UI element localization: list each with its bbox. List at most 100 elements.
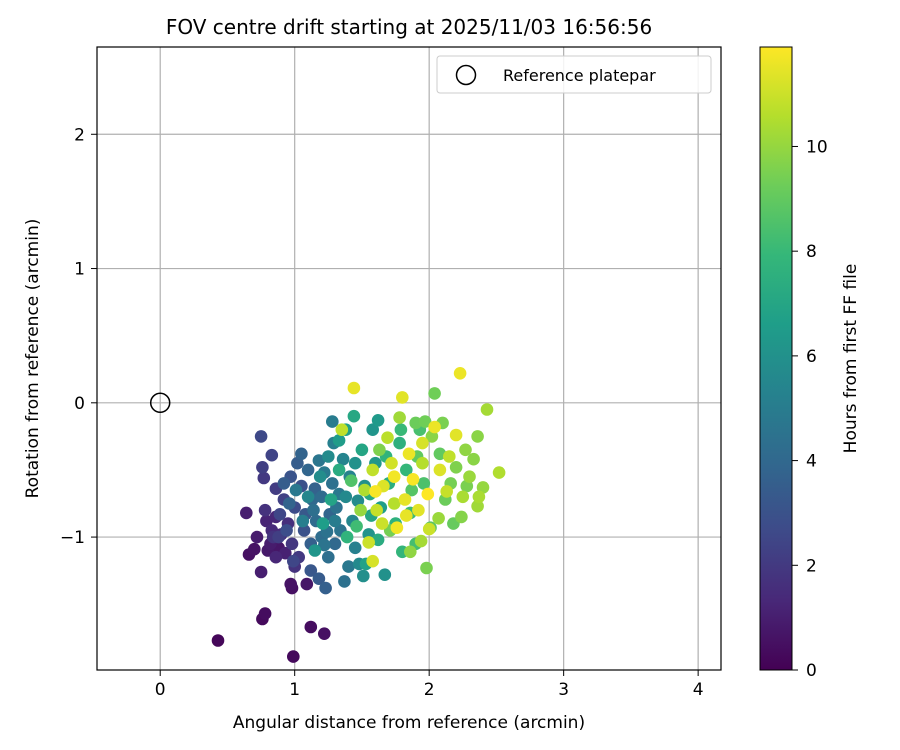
data-point: [319, 581, 332, 595]
data-points: [211, 367, 506, 663]
data-point: [295, 447, 308, 461]
data-point: [390, 521, 404, 534]
colorbar: [759, 46, 793, 671]
data-point: [254, 430, 268, 443]
data-point: [273, 508, 287, 521]
data-point: [342, 560, 355, 573]
data-point: [456, 490, 470, 504]
data-point: [471, 499, 484, 513]
legend-reference-marker: [455, 64, 477, 86]
data-point: [285, 537, 299, 551]
reference-platepar-marker: [149, 392, 171, 414]
data-point: [326, 415, 339, 428]
data-point: [304, 564, 318, 577]
x-tick-label: 1: [289, 680, 300, 700]
data-point: [378, 568, 392, 581]
data-point: [287, 554, 300, 568]
data-point: [339, 490, 353, 504]
data-point: [400, 463, 413, 477]
data-point: [398, 493, 412, 506]
data-point: [459, 443, 472, 457]
data-point: [396, 391, 409, 404]
data-point: [406, 473, 420, 486]
data-point: [318, 538, 331, 552]
data-point: [307, 503, 320, 517]
data-point: [400, 509, 413, 522]
data-point: [308, 544, 322, 557]
data-point: [409, 416, 423, 430]
colorbar-tick-label: 6: [806, 347, 817, 367]
reference-marker-group: [149, 392, 171, 414]
x-tick-label: 3: [558, 680, 569, 700]
data-point: [414, 534, 428, 548]
data-point: [433, 463, 447, 477]
data-point: [366, 423, 380, 437]
data-point: [387, 497, 401, 510]
colorbar-tick-label: 8: [806, 242, 817, 262]
data-point: [316, 517, 330, 530]
data-point: [393, 411, 406, 424]
y-axis-ticks: −1 0 1 2: [60, 125, 97, 548]
data-point: [328, 537, 342, 551]
data-point: [385, 456, 398, 470]
data-point: [428, 387, 441, 400]
y-tick-label: 2: [74, 125, 85, 145]
data-point: [440, 485, 454, 498]
grid: [97, 47, 721, 670]
data-point: [422, 522, 436, 536]
data-point: [301, 490, 315, 504]
data-point: [269, 550, 283, 564]
data-point: [428, 420, 441, 434]
data-point: [347, 409, 361, 423]
data-point: [332, 434, 346, 447]
data-point: [258, 607, 272, 620]
data-point: [328, 514, 342, 528]
data-point: [287, 650, 300, 663]
y-tick-label: −1: [60, 528, 85, 548]
data-point: [332, 463, 346, 477]
data-point: [387, 470, 401, 484]
data-point: [296, 514, 310, 528]
data-point: [453, 367, 467, 380]
data-point: [373, 443, 386, 457]
data-point: [471, 430, 484, 443]
data-point: [312, 454, 326, 467]
data-point: [366, 554, 380, 568]
legend: Reference platepar: [436, 55, 712, 94]
data-point: [284, 577, 298, 591]
data-point: [304, 620, 318, 634]
data-point: [370, 503, 384, 517]
colorbar-label: Hours from first FF file: [841, 264, 861, 454]
data-point: [432, 512, 445, 525]
chart-title: FOV centre drift starting at 2025/11/03 …: [166, 15, 652, 39]
data-point: [354, 503, 367, 517]
data-point: [260, 514, 273, 528]
data-point: [381, 431, 394, 445]
data-point: [416, 456, 429, 470]
colorbar-tick-label: 0: [806, 661, 817, 681]
data-point: [492, 466, 506, 479]
data-point: [366, 463, 380, 477]
data-point: [322, 450, 335, 463]
data-point: [289, 483, 303, 497]
data-point: [250, 530, 264, 544]
x-axis-ticks: 0 1 2 3 4: [155, 670, 704, 700]
data-point: [405, 483, 419, 497]
data-point: [467, 452, 480, 466]
data-point: [369, 485, 382, 498]
data-point: [350, 520, 363, 533]
data-point: [355, 443, 369, 457]
data-point: [301, 463, 315, 477]
data-point: [463, 470, 476, 484]
colorbar-tick-label: 2: [806, 556, 817, 576]
data-point: [418, 415, 432, 428]
data-point: [279, 546, 292, 560]
data-point: [277, 477, 291, 490]
data-point: [371, 414, 385, 427]
data-point: [257, 471, 271, 485]
data-point: [336, 452, 350, 466]
data-point: [318, 627, 331, 640]
data-point: [476, 481, 490, 494]
data-point: [313, 470, 327, 484]
